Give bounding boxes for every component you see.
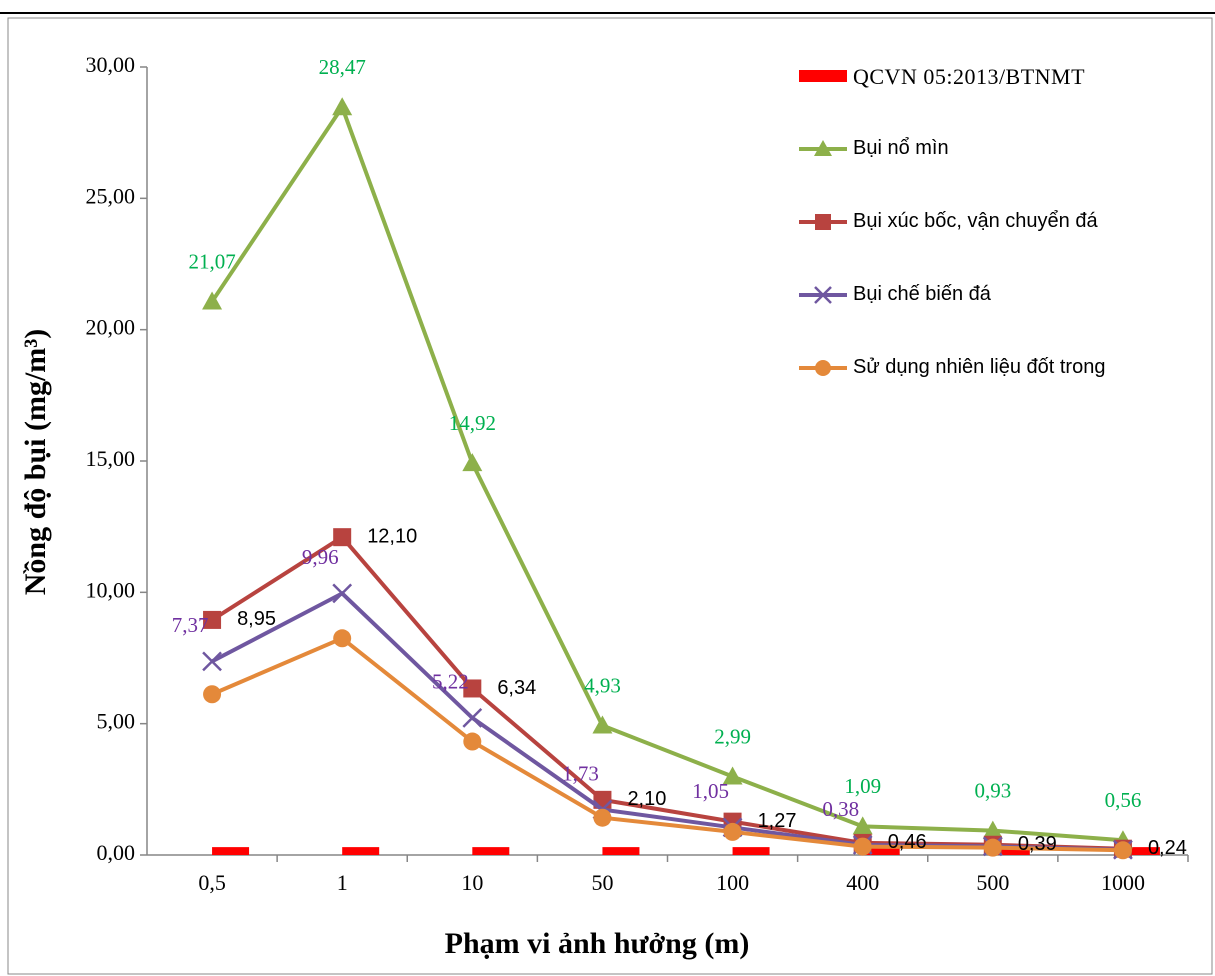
marker xyxy=(203,685,222,704)
marker xyxy=(333,629,352,648)
legend-item: Bụi xúc bốc, vận chuyển đá xyxy=(795,204,1195,277)
marker xyxy=(722,766,743,785)
x-tick-label: 0,5 xyxy=(198,870,226,895)
bar xyxy=(732,847,770,855)
data-label: 0,93 xyxy=(974,778,1011,802)
data-label: 6,34 xyxy=(497,677,536,699)
data-label: 28,47 xyxy=(319,55,366,79)
legend-key xyxy=(814,286,832,304)
marker xyxy=(333,528,352,547)
x-axis-title: Phạm vi ảnh hưởng (m) xyxy=(445,927,750,960)
bar xyxy=(342,847,380,855)
marker xyxy=(853,837,872,856)
x-tick-label: 100 xyxy=(716,870,749,895)
legend-item: Sử dụng nhiên liệu đốt trong xyxy=(795,350,1195,423)
x-tick-label: 1 xyxy=(337,870,348,895)
data-label: 0,46 xyxy=(888,831,927,853)
marker xyxy=(462,453,483,472)
legend-swatch xyxy=(799,140,847,156)
data-label: 14,92 xyxy=(449,411,496,435)
marker xyxy=(852,816,873,835)
legend-key xyxy=(815,360,831,376)
x-tick-label: 400 xyxy=(846,870,879,895)
data-label: 9,96 xyxy=(302,545,339,569)
y-axis-title: Nồng độ bụi (mg/m³) xyxy=(19,329,52,596)
legend-swatch xyxy=(799,286,847,304)
y-tick-label: 0,00 xyxy=(97,840,136,865)
bar xyxy=(992,847,1030,855)
legend: QCVN 05:2013/BTNMT Bụi nổ mìn Bụi xúc bốc,… xyxy=(795,58,1195,423)
legend-label: Bụi nổ mìn xyxy=(853,137,949,159)
marker xyxy=(723,822,742,841)
data-label: 0,38 xyxy=(822,797,859,821)
legend-item: Bụi nổ mìn xyxy=(795,131,1195,204)
marker xyxy=(1113,841,1132,860)
series-line xyxy=(211,635,1123,853)
marker xyxy=(982,820,1003,839)
legend-swatch xyxy=(799,214,847,230)
bar xyxy=(212,847,250,855)
legend-key xyxy=(814,140,832,156)
data-label: 21,07 xyxy=(188,249,235,273)
x-tick-label: 50 xyxy=(591,870,613,895)
legend-label: Sử dụng nhiên liệu đốt trong xyxy=(853,356,1106,378)
marker xyxy=(463,732,482,751)
legend-key xyxy=(815,214,831,230)
marker xyxy=(332,583,353,604)
marker xyxy=(203,610,222,629)
bar xyxy=(862,847,900,855)
data-label: 0,39 xyxy=(1018,833,1057,855)
data-label: 2,99 xyxy=(714,724,751,748)
bar xyxy=(602,847,640,855)
legend-item: Bụi chế biến đá xyxy=(795,277,1195,350)
y-tick-label: 25,00 xyxy=(86,183,136,208)
chart-frame xyxy=(7,17,1213,975)
marker xyxy=(463,679,482,698)
data-label: 1,73 xyxy=(562,761,599,785)
data-label: 2,10 xyxy=(627,788,666,810)
legend-swatch xyxy=(799,360,847,376)
marker xyxy=(202,291,223,310)
data-label: 7,37 xyxy=(172,613,209,637)
marker xyxy=(332,97,353,116)
y-tick-label: 20,00 xyxy=(86,315,136,340)
legend-item: QCVN 05:2013/BTNMT xyxy=(795,58,1195,131)
data-label: 1,05 xyxy=(692,779,729,803)
legend-label: Bụi chế biến đá xyxy=(853,283,991,305)
data-label: 4,93 xyxy=(584,673,621,697)
bar xyxy=(1122,847,1160,855)
marker xyxy=(593,808,612,827)
legend-swatch xyxy=(799,70,847,82)
y-tick-label: 5,00 xyxy=(97,709,136,734)
legend-label: QCVN 05:2013/BTNMT xyxy=(853,64,1086,89)
data-label: 0,24 xyxy=(1148,837,1187,859)
x-tick-label: 500 xyxy=(976,870,1009,895)
x-tick-label: 1000 xyxy=(1101,870,1145,895)
data-label: 5,22 xyxy=(432,670,469,694)
legend-key xyxy=(799,70,847,82)
data-label: 1,27 xyxy=(758,810,797,832)
marker xyxy=(983,838,1002,857)
data-label: 0,56 xyxy=(1105,788,1142,812)
data-label: 1,09 xyxy=(844,774,881,798)
marker xyxy=(202,651,222,672)
y-tick-label: 30,00 xyxy=(86,52,136,77)
data-label: 12,10 xyxy=(367,525,417,547)
bar xyxy=(472,847,510,855)
y-tick-label: 10,00 xyxy=(86,577,136,602)
legend-label: Bụi xúc bốc, vận chuyển đá xyxy=(853,210,1098,232)
series-line xyxy=(210,102,1124,843)
marker xyxy=(462,708,483,728)
y-tick-label: 15,00 xyxy=(86,446,136,471)
data-label: 8,95 xyxy=(237,608,276,630)
marker xyxy=(592,715,613,734)
x-tick-label: 10 xyxy=(461,870,483,895)
